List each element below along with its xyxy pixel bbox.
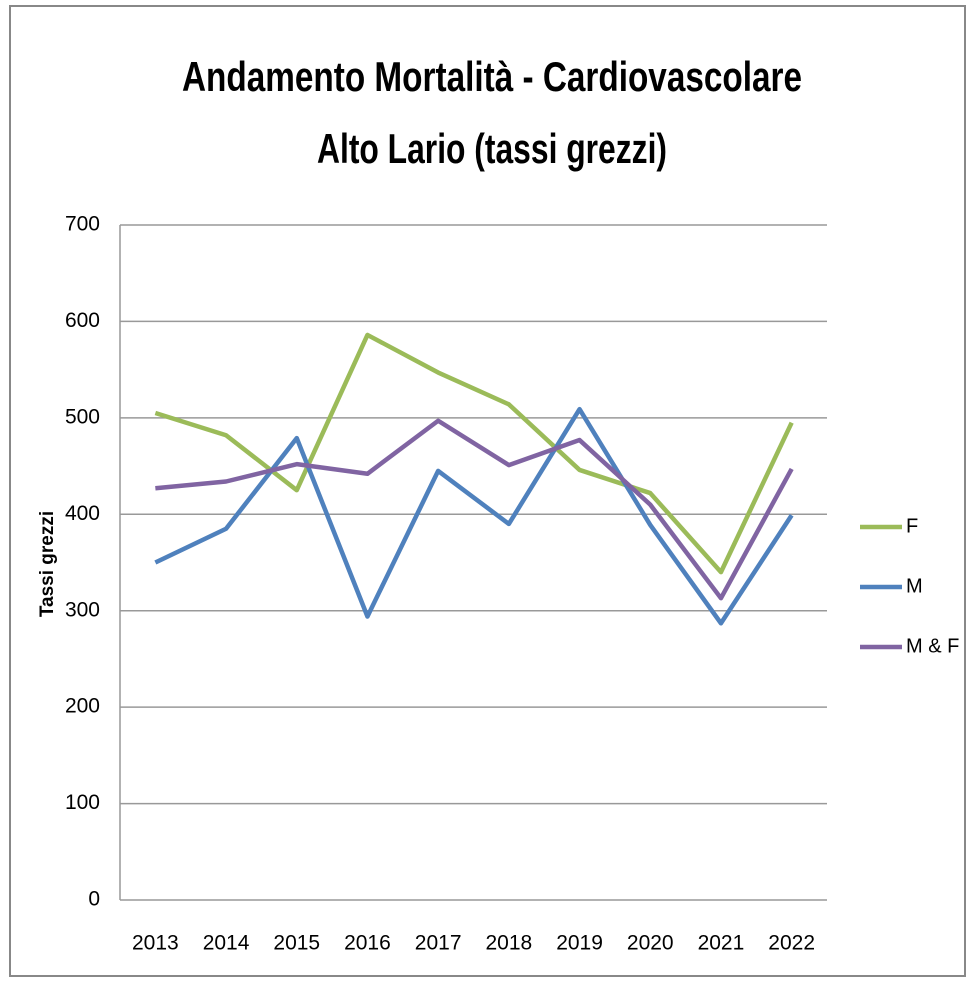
chart-title: Andamento Mortalità - Cardiovascolare [182,53,802,100]
legend-label: M & F [906,635,959,657]
series-line [154,332,794,575]
x-tick-label: 2016 [344,932,391,955]
chart-border [9,5,966,977]
x-tick-label: 2022 [768,932,815,955]
legend-label: F [906,515,918,537]
y-tick-label: 700 [65,213,100,236]
x-tick-label: 2021 [698,932,745,955]
y-tick-label: 200 [65,695,100,718]
x-tick-label: 2017 [415,932,462,955]
legend-label: M [906,575,923,597]
x-tick-label: 2014 [203,932,250,955]
series-line [155,418,794,601]
x-tick-label: 2015 [273,932,320,955]
y-tick-label: 500 [65,405,100,428]
chart-subtitle: Alto Lario (tassi grezzi) [317,125,667,172]
x-tick-label: 2020 [627,932,674,955]
y-tick-label: 300 [65,598,100,621]
series-line [154,406,794,626]
y-tick-label: 0 [88,888,100,911]
y-tick-label: 600 [65,309,100,332]
x-tick-label: 2013 [132,932,179,955]
y-tick-label: 100 [65,791,100,814]
x-tick-label: 2018 [485,932,532,955]
y-tick-label: 400 [65,502,100,525]
y-axis-label: Tassi grezzi [37,511,58,617]
x-tick-label: 2019 [556,932,603,955]
